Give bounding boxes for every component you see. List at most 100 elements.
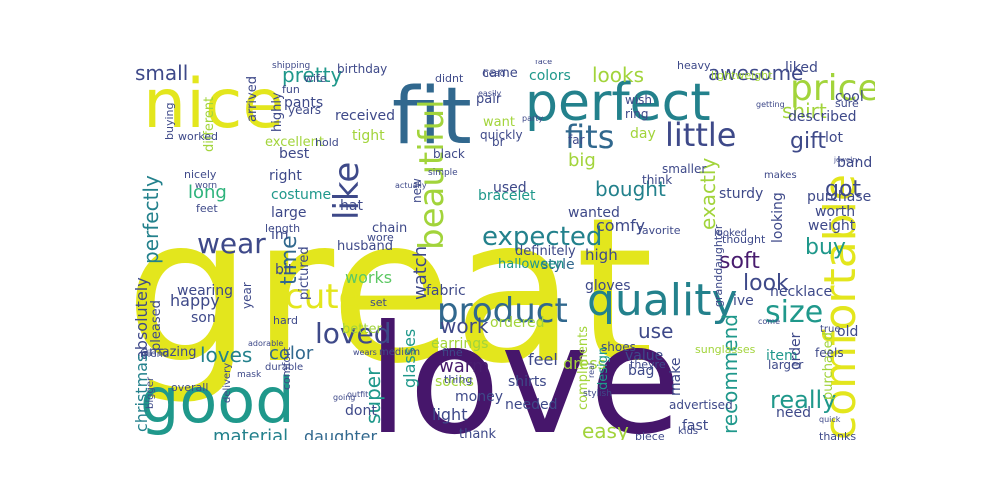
word-feel: feel <box>528 350 558 369</box>
word-shirts: shirts <box>508 374 547 390</box>
word-chain: chain <box>372 221 407 236</box>
word-look: look <box>743 271 789 296</box>
word-adorable: adorable <box>248 339 283 348</box>
word-easily: easily <box>478 89 501 98</box>
word-used: used <box>493 180 527 196</box>
word-lightweight: lightweight <box>711 69 773 82</box>
word-want: want <box>483 115 515 130</box>
word-thought: thought <box>722 233 766 246</box>
word-happy: happy <box>170 291 220 310</box>
word-comfortable: comfortable <box>815 174 866 440</box>
word-purchase: purchase <box>807 189 871 205</box>
word-durable: durable <box>265 362 303 373</box>
word-birthday: birthday <box>337 62 387 76</box>
word-quickly: quickly <box>480 128 523 142</box>
word-kids: kids <box>678 426 698 437</box>
word-cloud: great love fit nice perfect good comfortable qu… <box>125 60 875 440</box>
word-pictured: pictured <box>297 246 312 300</box>
word-cute: cute <box>285 277 360 317</box>
word-piece: piece <box>635 430 665 440</box>
word-super: super <box>361 367 385 424</box>
word-awesome: awesome <box>708 61 803 85</box>
word-actually: actually <box>395 181 427 190</box>
word-amazing: amazing <box>141 345 197 360</box>
word-fits: fits <box>565 118 614 156</box>
word-pants: pants <box>284 95 323 111</box>
word-like: like <box>327 162 367 220</box>
word-come: come <box>758 317 780 326</box>
word-granddaughter: granddaughter <box>712 224 725 307</box>
word-wife: wife <box>304 72 327 85</box>
word-pleased: pleased <box>149 300 164 351</box>
word-right: right <box>269 168 302 184</box>
word-advertised: advertised <box>669 398 733 412</box>
word-expected: expected <box>482 222 602 252</box>
word-larger: larger <box>768 358 803 372</box>
word-wearing: wearing <box>177 283 233 299</box>
word-glasses: glasses <box>400 329 419 388</box>
word-shipping: shipping <box>272 61 310 71</box>
word-stylish: stylish <box>583 389 612 399</box>
word-shirt: shirt <box>782 99 827 123</box>
word-comfort: comfort <box>280 346 293 390</box>
word-getting: getting <box>756 100 785 109</box>
word-years: years <box>288 103 321 117</box>
word-delivery: delivery <box>222 363 233 403</box>
word-thanks: thanks <box>819 430 856 440</box>
word-high: high <box>585 246 618 264</box>
word-day: day <box>630 126 656 142</box>
word-value: value <box>625 348 663 364</box>
word-buy: buy <box>805 235 846 260</box>
word-costume: costume <box>271 187 331 203</box>
word-ordered: ordered <box>490 315 545 331</box>
word-order: order <box>788 332 804 370</box>
word-light: light <box>432 405 467 424</box>
word-bracelet: bracelet <box>478 188 536 204</box>
word-real: real <box>587 363 596 378</box>
word-earrings: earrings <box>431 336 488 352</box>
word-warm: warm <box>439 356 489 377</box>
word-hard: hard <box>273 314 298 327</box>
word-loves: loves <box>200 343 252 367</box>
word-favorite: favorite <box>638 224 681 237</box>
word-fine: fine <box>442 346 463 359</box>
word-dress: dress <box>563 354 606 373</box>
word-worth: worth <box>815 204 855 220</box>
word-im: im <box>271 227 289 243</box>
word-shoes: shoes <box>601 340 636 354</box>
word-head: head <box>483 69 505 79</box>
word-mask: mask <box>237 370 262 380</box>
word-length: length <box>265 222 300 235</box>
word-party: party <box>522 114 543 123</box>
word-fit: fit <box>392 72 472 162</box>
word-style: style <box>541 257 575 273</box>
word-looked: looked <box>714 228 747 239</box>
word-needed: needed <box>505 397 558 413</box>
word-black: black <box>433 147 465 161</box>
word-little: little <box>665 116 736 154</box>
word-quality: quality <box>587 275 738 326</box>
word-think: think <box>642 173 672 187</box>
word-cool: cool <box>835 89 864 105</box>
word-purchased: purchased <box>821 332 836 400</box>
word-buying: buying <box>163 103 176 140</box>
word-smaller: smaller <box>662 162 706 176</box>
word-feet: feet <box>196 202 218 215</box>
word-looks: looks <box>592 63 644 87</box>
word-outfit: outfit <box>347 390 368 399</box>
word-sure: sure <box>835 97 859 110</box>
word-fast: fast <box>682 418 709 434</box>
word-time: time <box>277 235 302 285</box>
word-son: son <box>191 310 216 326</box>
word-christmas: christmas <box>132 354 151 432</box>
word-arrived: arrived <box>245 76 260 122</box>
word-far: far <box>568 133 585 147</box>
word-perfect: perfect <box>525 73 711 133</box>
word-compliments: compliments <box>576 326 591 410</box>
word-new: new <box>410 178 424 203</box>
word-watch: watch <box>410 246 431 300</box>
word-definitely: definitely <box>515 244 576 259</box>
word-long: long <box>188 182 227 203</box>
word-large: large <box>271 205 306 221</box>
word-quick: quick <box>819 415 841 424</box>
